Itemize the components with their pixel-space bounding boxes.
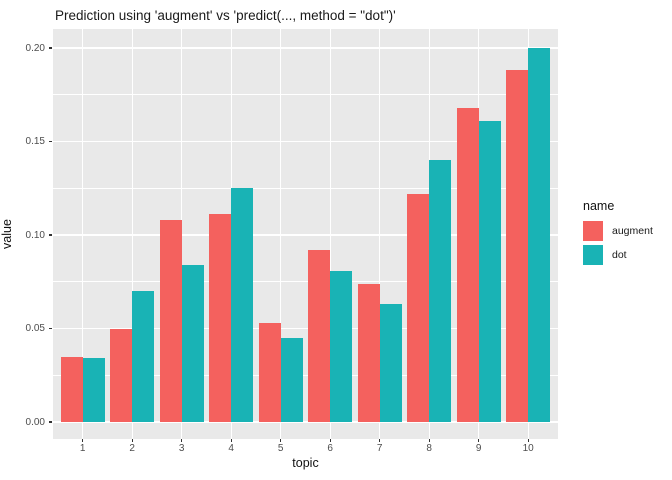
- y-tick: [49, 421, 52, 423]
- x-tick: [379, 439, 381, 442]
- legend-swatch-augment: [583, 221, 603, 241]
- x-tick: [181, 439, 183, 442]
- y-tick-label: 0.15: [25, 136, 45, 147]
- legend-item-augment: augment: [583, 221, 653, 241]
- chart-title: Prediction using 'augment' vs 'predict(.…: [55, 8, 396, 23]
- y-tick-label: 0.05: [25, 323, 45, 334]
- bar-augment-topic-9: [456, 107, 479, 422]
- legend-label-augment: augment: [612, 225, 653, 237]
- major-gridline: [53, 234, 558, 236]
- x-tick: [230, 439, 232, 442]
- y-tick: [49, 234, 52, 236]
- minor-gridline: [53, 374, 558, 376]
- bar-augment-topic-7: [357, 283, 380, 422]
- x-tick-label: 8: [426, 443, 432, 454]
- bar-dot-topic-4: [231, 188, 254, 422]
- bar-augment-topic-5: [258, 322, 281, 422]
- bar-dot-topic-1: [82, 358, 105, 422]
- legend-title: name: [583, 199, 615, 213]
- bar-dot-topic-10: [528, 48, 551, 422]
- x-tick: [82, 439, 84, 442]
- x-tick: [131, 439, 133, 442]
- x-tick-label: 6: [327, 443, 333, 454]
- x-tick-label: 2: [129, 443, 135, 454]
- x-tick-label: 7: [376, 443, 383, 454]
- x-axis-title: topic: [292, 456, 319, 470]
- x-tick: [280, 439, 282, 442]
- x-tick-label: 5: [277, 443, 284, 454]
- bar-dot-topic-7: [379, 304, 402, 422]
- bar-augment-topic-2: [110, 328, 133, 422]
- y-tick: [49, 47, 52, 49]
- bar-dot-topic-5: [280, 337, 303, 422]
- minor-gridline: [53, 187, 558, 189]
- minor-gridline: [53, 94, 558, 96]
- bar-dot-topic-3: [181, 264, 204, 422]
- y-tick: [49, 327, 52, 330]
- x-tick: [428, 439, 430, 442]
- major-gridline: [53, 47, 558, 49]
- major-gridline-x: [379, 29, 381, 439]
- minor-gridline: [53, 281, 558, 283]
- bar-augment-topic-1: [60, 356, 83, 422]
- bar-augment-topic-10: [506, 70, 529, 422]
- bar-augment-topic-4: [209, 214, 232, 422]
- x-tick: [527, 439, 529, 442]
- x-tick-label: 1: [79, 443, 86, 454]
- x-tick-label: 9: [475, 443, 482, 454]
- major-gridline: [53, 140, 558, 143]
- y-tick-label: 0.10: [25, 229, 45, 241]
- major-gridline-x: [329, 29, 331, 439]
- major-gridline-x: [82, 29, 84, 439]
- y-tick: [49, 140, 52, 143]
- bar-dot-topic-9: [478, 120, 501, 422]
- plot-panel: [53, 29, 558, 439]
- major-gridline-x: [131, 29, 133, 439]
- x-tick-label: 10: [522, 443, 534, 454]
- legend-label-dot: dot: [612, 249, 627, 261]
- legend-item-dot: dot: [583, 245, 627, 265]
- bar-augment-topic-8: [407, 193, 430, 422]
- legend-swatch-dot: [583, 245, 603, 265]
- bar-dot-topic-8: [429, 160, 452, 422]
- bar-augment-topic-6: [308, 249, 331, 422]
- y-tick-label: 0.20: [25, 42, 45, 54]
- bar-dot-topic-2: [132, 291, 155, 422]
- x-tick-label: 4: [228, 443, 234, 454]
- bar-dot-topic-6: [330, 270, 353, 422]
- x-tick: [478, 439, 480, 442]
- major-gridline: [53, 327, 558, 330]
- major-gridline-x: [280, 29, 282, 439]
- x-tick-label: 3: [178, 443, 185, 454]
- x-tick: [329, 439, 331, 442]
- major-gridline: [53, 421, 558, 423]
- bar-augment-topic-3: [159, 220, 182, 422]
- y-tick-label: 0.00: [25, 416, 45, 428]
- major-gridline-x: [181, 29, 183, 439]
